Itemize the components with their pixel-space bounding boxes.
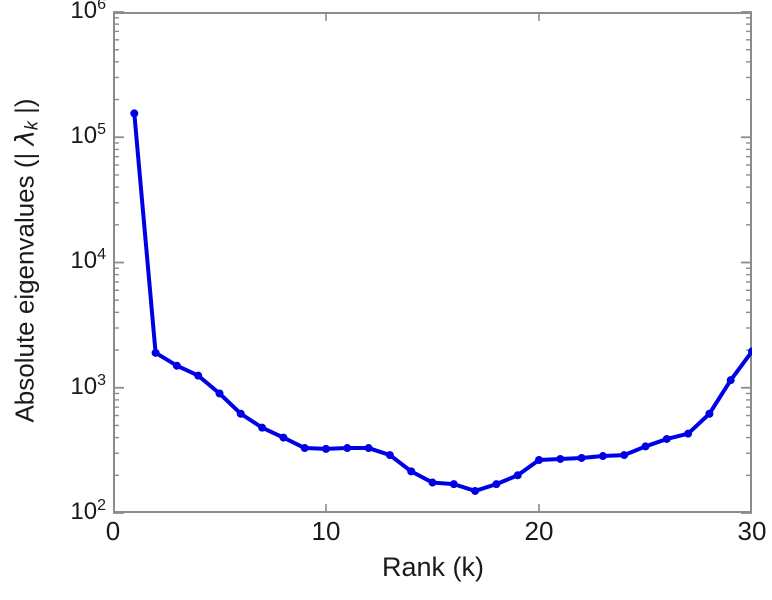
y-tick-label-1e2: 102 — [70, 497, 106, 525]
y-axis-tick-labels: 106 105 104 103 102 — [46, 0, 106, 524]
data-point — [428, 478, 437, 487]
data-point — [172, 361, 181, 370]
data-point — [130, 109, 139, 118]
data-point — [556, 454, 565, 463]
data-point — [258, 423, 267, 432]
data-point — [449, 480, 458, 489]
data-point — [641, 442, 650, 451]
data-point — [364, 444, 373, 453]
data-point — [407, 467, 416, 476]
y-axis-title-suffix: |) — [9, 97, 40, 121]
data-point — [620, 451, 629, 460]
data-point — [300, 444, 309, 453]
eigenvalue-markers — [130, 109, 752, 495]
data-point — [492, 480, 501, 489]
x-tick-label-20: 20 — [524, 516, 554, 546]
data-point — [471, 486, 480, 495]
data-series-layer — [130, 109, 752, 495]
y-axis-title-prefix: Absolute eigenvalues (| — [9, 144, 40, 423]
data-point — [322, 444, 330, 453]
data-point — [279, 433, 288, 442]
data-point — [684, 429, 693, 438]
data-point — [726, 376, 735, 385]
data-point — [598, 452, 607, 461]
data-point — [236, 409, 245, 418]
y-axis-title-container: Absolute eigenvalues (| λk |) — [0, 0, 52, 520]
data-point — [151, 348, 160, 357]
x-tick-label-30: 30 — [737, 516, 767, 546]
data-point — [343, 444, 352, 453]
data-point — [385, 451, 394, 460]
x-axis-tick-labels: 0 10 20 30 — [0, 518, 772, 554]
data-point — [577, 453, 586, 462]
lambda-symbol: λ — [10, 129, 41, 145]
data-point — [705, 409, 714, 418]
x-axis-title: Rank (k) — [381, 552, 484, 582]
plot-area — [113, 12, 752, 513]
data-point — [662, 434, 671, 443]
x-tick-label-10: 10 — [311, 516, 341, 546]
y-tick-label-1e4: 104 — [70, 246, 106, 274]
data-point — [194, 371, 203, 380]
data-point — [748, 347, 752, 356]
lambda-subscript: k — [21, 120, 42, 130]
data-point — [513, 471, 522, 480]
y-tick-label-1e3: 103 — [70, 372, 106, 400]
x-tick-label-0: 0 — [105, 516, 121, 546]
y-tick-label-1e5: 105 — [70, 121, 106, 149]
y-axis-title: Absolute eigenvalues (| λk |) — [10, 98, 43, 422]
data-point — [535, 455, 543, 464]
eigenvalue-line — [132, 111, 752, 493]
data-point — [215, 389, 224, 398]
y-tick-label-1e6: 106 — [70, 0, 106, 24]
